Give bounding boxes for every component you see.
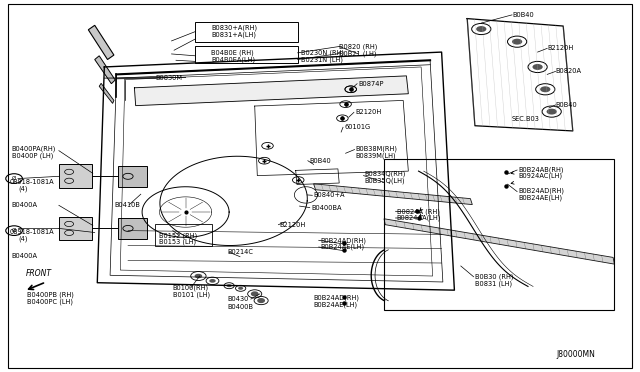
Bar [384,159,614,310]
Text: 60101G: 60101G [344,124,371,130]
Text: B0B24AE(LH): B0B24AE(LH) [314,301,358,308]
Text: B0B38M(RH): B0B38M(RH) [356,145,398,152]
Polygon shape [88,25,114,60]
Text: B0231N (LH): B0231N (LH) [301,56,343,63]
Text: B2120H: B2120H [355,109,381,115]
Text: B0410B: B0410B [114,202,140,208]
Text: B0B21 (LH): B0B21 (LH) [339,50,377,57]
Text: B0B24AE(LH): B0B24AE(LH) [518,194,563,201]
Text: Ø: Ø [12,176,16,181]
Text: B0400BA: B0400BA [311,205,342,211]
Text: B0430: B0430 [228,296,249,302]
Text: B0153 (LH): B0153 (LH) [159,239,196,246]
Text: B0830M: B0830M [156,75,182,81]
Text: B0B35Q(LH): B0B35Q(LH) [365,177,405,184]
Text: B0830+A(RH): B0830+A(RH) [211,25,257,31]
Bar [118,166,147,187]
Text: B0400P (LH): B0400P (LH) [12,152,53,159]
Circle shape [540,86,550,92]
Text: (4): (4) [18,236,28,243]
Circle shape [512,39,522,45]
Text: B0152 (RH): B0152 (RH) [159,232,197,239]
Bar [195,46,298,63]
Bar [155,224,212,246]
Text: B2120H: B2120H [280,222,306,228]
Polygon shape [314,184,472,205]
Text: B0400A: B0400A [12,202,38,208]
Text: B0400PA(RH): B0400PA(RH) [12,145,56,152]
Text: B0B40: B0B40 [309,158,331,164]
Text: B0B24AB(RH): B0B24AB(RH) [518,166,564,173]
Bar [59,217,92,240]
Text: 08918-1081A: 08918-1081A [10,179,54,185]
Text: B0820 (RH): B0820 (RH) [339,43,378,50]
Text: B0839M(LH): B0839M(LH) [356,152,396,159]
Polygon shape [134,76,408,106]
Text: B04B0E (RH): B04B0E (RH) [211,49,254,56]
Text: B0214C: B0214C [227,249,253,255]
Text: B0824A (RH): B0824A (RH) [397,208,440,215]
Text: B0400B: B0400B [228,304,254,310]
Text: B0B40: B0B40 [556,102,577,108]
Circle shape [476,26,486,32]
Circle shape [252,292,258,296]
Circle shape [532,64,543,70]
Text: B0100(RH): B0100(RH) [173,285,209,291]
Text: B0B24AD(RH): B0B24AD(RH) [518,187,564,194]
Text: B0820A: B0820A [556,68,582,74]
Circle shape [258,299,264,302]
Text: B2120H: B2120H [547,45,573,51]
Circle shape [547,109,557,115]
Text: B0400PB (RH): B0400PB (RH) [27,291,74,298]
Bar [59,164,92,188]
Text: B0B40: B0B40 [512,12,534,18]
Text: B0834Q(RH): B0834Q(RH) [365,171,406,177]
Text: J80000MN: J80000MN [557,350,596,359]
Text: B0824AA(LH): B0824AA(LH) [397,215,441,221]
Text: 08918-1081A: 08918-1081A [10,230,54,235]
Text: B0400A: B0400A [12,253,38,259]
Text: B04B0EA(LH): B04B0EA(LH) [211,56,255,63]
Text: (4): (4) [18,186,28,192]
Text: B0B24AD(RH): B0B24AD(RH) [320,237,366,244]
Circle shape [209,279,216,283]
Text: B0874P: B0874P [358,81,384,87]
Text: B0831 (LH): B0831 (LH) [475,280,512,287]
Polygon shape [99,83,114,103]
Text: B0924AC(LH): B0924AC(LH) [518,173,563,179]
Text: B0400PC (LH): B0400PC (LH) [27,298,73,305]
Text: B0831+A(LH): B0831+A(LH) [211,32,256,38]
Circle shape [195,274,202,278]
Circle shape [238,287,243,290]
Text: Ø: Ø [12,228,16,233]
Text: B0B24AE(LH): B0B24AE(LH) [320,244,364,250]
Text: FRONT: FRONT [26,269,51,278]
Text: B0230N (RH): B0230N (RH) [301,49,344,56]
Text: B0840+A: B0840+A [314,192,345,198]
Text: SEC.B03: SEC.B03 [512,116,540,122]
Polygon shape [384,219,614,264]
Text: B0101 (LH): B0101 (LH) [173,291,210,298]
Bar [195,22,298,42]
Text: B0B30 (RH): B0B30 (RH) [475,273,513,280]
Text: B0B24AD(RH): B0B24AD(RH) [314,294,360,301]
Polygon shape [95,56,115,84]
Bar [118,218,147,239]
Circle shape [227,284,232,287]
